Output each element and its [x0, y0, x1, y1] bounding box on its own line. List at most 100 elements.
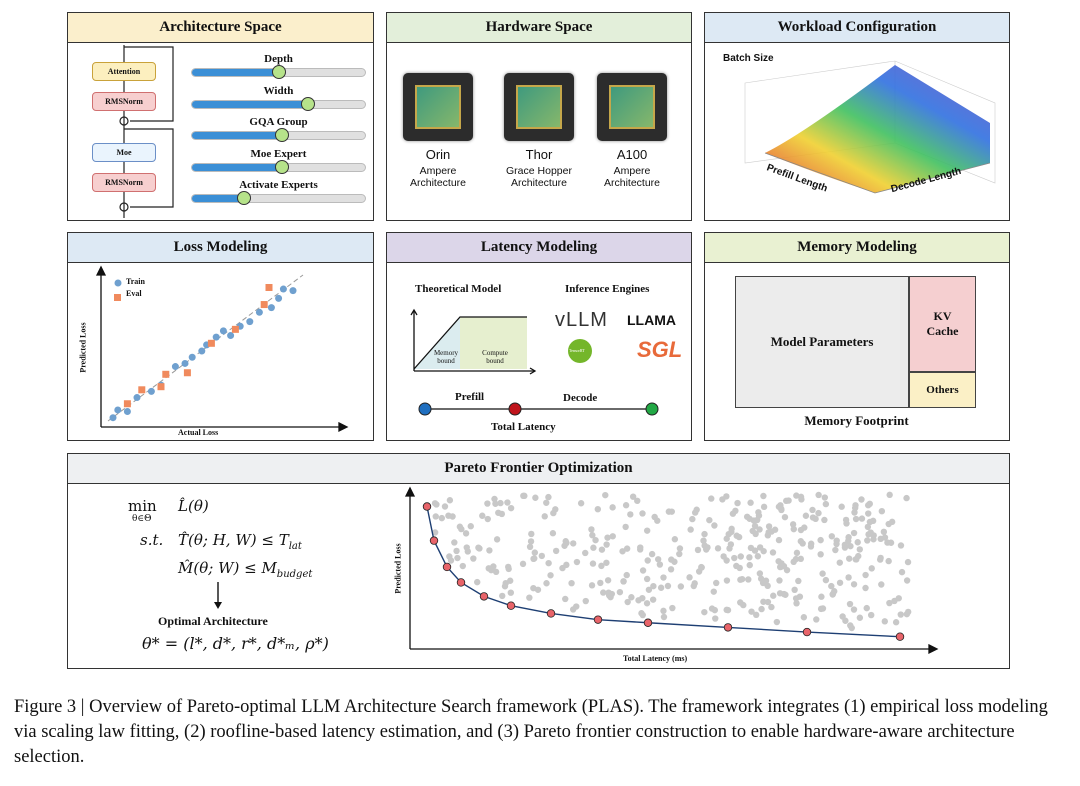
- chip-arch: Ampere Architecture: [603, 165, 661, 189]
- candidate-point: [818, 593, 825, 600]
- candidate-point: [686, 574, 693, 581]
- candidate-point: [543, 499, 550, 506]
- candidate-point: [677, 583, 685, 590]
- slider-width[interactable]: [191, 96, 366, 111]
- candidate-point: [549, 530, 557, 537]
- candidate-point: [505, 565, 512, 573]
- candidate-point: [649, 596, 657, 603]
- latency-constraint: T̂(θ; H, W) ≤ Tlat: [178, 531, 302, 552]
- candidate-point: [497, 499, 504, 507]
- candidate-point: [667, 566, 675, 573]
- candidate-point: [817, 551, 824, 558]
- candidate-point: [600, 589, 607, 596]
- chip-name: Thor: [525, 147, 553, 162]
- sgl-logo: SGL: [637, 337, 683, 362]
- frontier-point: [593, 615, 603, 624]
- optimal-architecture-label: Optimal Architecture: [158, 614, 268, 628]
- compute-bound-label: Compute bound: [482, 349, 508, 365]
- train-point: [123, 408, 131, 415]
- train-point: [171, 363, 179, 371]
- slider-depth[interactable]: [191, 65, 366, 79]
- candidate-point: [846, 555, 853, 562]
- candidate-point: [783, 497, 790, 505]
- candidate-point: [582, 549, 589, 557]
- candidate-point: [654, 556, 662, 563]
- candidate-point: [620, 578, 627, 585]
- candidate-point: [660, 607, 667, 615]
- candidate-point: [800, 614, 808, 621]
- latency-modeling-panel: Latency Modeling Theoretical Model Infer…: [386, 232, 692, 441]
- a100-chip-image: [597, 73, 667, 141]
- candidate-point: [622, 502, 630, 509]
- candidate-point: [776, 577, 783, 584]
- frontier-point: [442, 562, 452, 572]
- candidate-point: [866, 518, 874, 526]
- train-point: [212, 333, 220, 341]
- candidate-point: [822, 500, 830, 508]
- pareto-frontier-line: [426, 506, 901, 638]
- candidate-point: [570, 540, 577, 547]
- slider-knob[interactable]: [236, 191, 251, 205]
- objective: L̂(θ): [178, 497, 209, 515]
- candidate-point: [775, 536, 783, 544]
- candidate-point: [782, 591, 789, 598]
- candidate-point: [492, 568, 500, 576]
- prefill-label: Prefill: [455, 391, 485, 403]
- slider-knob[interactable]: [274, 128, 289, 142]
- slider-knob[interactable]: [271, 65, 286, 79]
- slider-knob[interactable]: [274, 159, 289, 174]
- optimal-architecture-formula: θ* = (l*, d*, r*, d*ₘ, ρ*): [142, 634, 329, 653]
- slider-knob[interactable]: [300, 96, 315, 111]
- surface-plot: [744, 60, 996, 194]
- candidate-point: [475, 544, 482, 551]
- candidate-point: [729, 510, 737, 517]
- candidate-point: [527, 538, 535, 545]
- candidate-point: [737, 576, 744, 583]
- kv-cache-label: KV Cache: [926, 309, 959, 338]
- chip-name: Orin: [425, 147, 451, 162]
- candidate-point: [760, 547, 767, 555]
- candidate-point: [701, 608, 708, 616]
- candidate-point: [877, 535, 884, 543]
- candidate-point: [474, 578, 481, 586]
- candidate-point: [711, 522, 718, 529]
- candidate-point: [656, 561, 664, 568]
- candidate-point: [754, 553, 762, 560]
- loss-modeling-panel: Loss Modeling Train Eval Actual Loss Pre…: [67, 232, 374, 441]
- candidate-point: [791, 586, 798, 594]
- candidate-point: [880, 528, 888, 536]
- candidate-point: [856, 546, 863, 553]
- total-latency-label: Total Latency: [491, 421, 556, 433]
- train-point: [147, 387, 155, 395]
- candidate-point: [530, 555, 537, 563]
- slider-activate-experts[interactable]: [191, 191, 366, 205]
- candidate-point: [736, 564, 743, 572]
- slider-gqa-group[interactable]: [191, 128, 366, 142]
- candidate-point: [470, 555, 477, 562]
- architecture-space-panel: Architecture Space Attention RMSNorm Moe…: [67, 12, 374, 221]
- candidate-point: [727, 541, 735, 548]
- y-axis-label: Predicted Loss: [393, 543, 403, 594]
- memory-constraint-text: M̂(θ; W) ≤ M: [178, 559, 277, 577]
- candidate-point: [638, 610, 645, 617]
- candidate-point: [746, 561, 753, 569]
- eval-point: [231, 325, 239, 333]
- candidate-point: [809, 506, 816, 514]
- candidate-point: [832, 546, 839, 554]
- candidate-point: [609, 504, 616, 511]
- candidate-point: [813, 616, 820, 623]
- candidate-point: [845, 534, 852, 541]
- candidate-point: [760, 598, 767, 605]
- slider-moe-expert[interactable]: [191, 159, 366, 174]
- candidate-point: [751, 522, 759, 530]
- candidate-point: [598, 562, 605, 570]
- candidate-point: [634, 497, 641, 505]
- candidate-point: [531, 549, 539, 556]
- candidate-point: [777, 563, 784, 571]
- candidate-point: [451, 539, 458, 546]
- candidate-point: [773, 618, 781, 626]
- rmsnorm-block: RMSNorm: [92, 92, 156, 111]
- candidate-point: [817, 536, 824, 544]
- candidate-point: [520, 492, 527, 500]
- train-point: [267, 304, 275, 312]
